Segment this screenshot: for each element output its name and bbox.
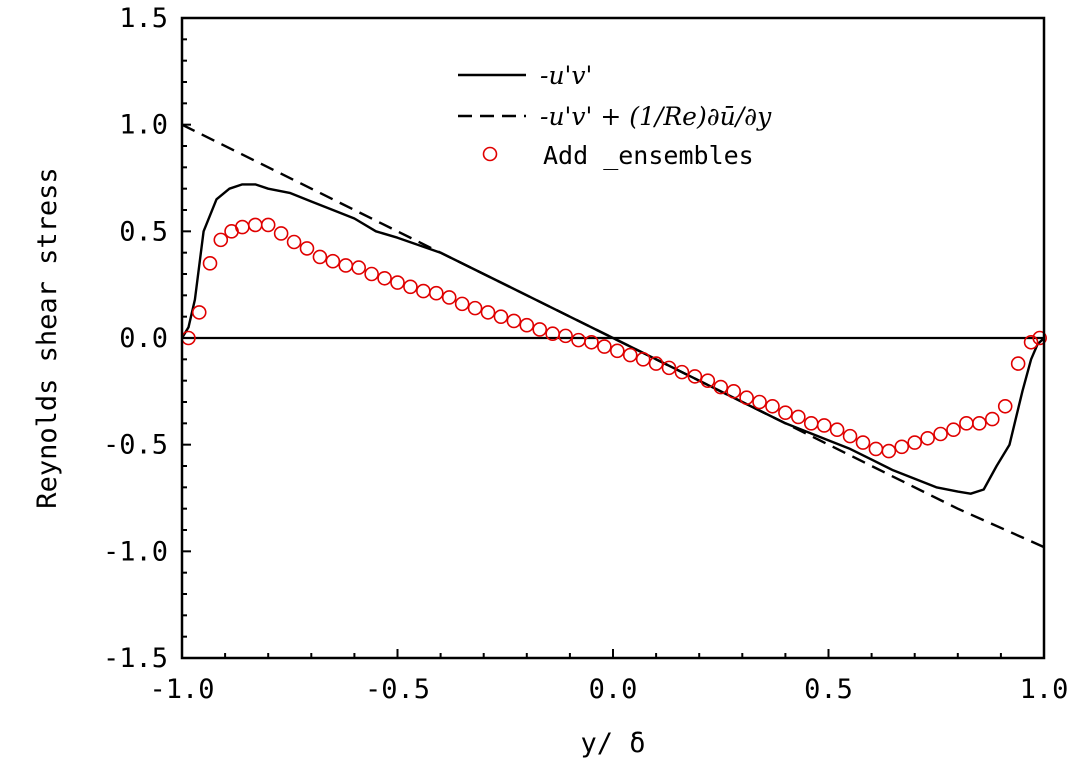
- data-point-marker: [571, 332, 586, 348]
- data-point-marker: [972, 416, 987, 431]
- data-point-marker: [907, 435, 923, 450]
- legend-label-dashed: -u'v' + (1/Re)∂ū/∂y: [540, 102, 772, 131]
- data-point-marker: [519, 317, 535, 333]
- data-point-marker: [338, 258, 354, 273]
- data-point-marker: [765, 398, 780, 414]
- data-point-marker: [674, 364, 690, 380]
- legend-label-dashed-text: -u'v' + (1/Re)∂ū/∂y: [540, 102, 772, 131]
- y-tick-label: 1.5: [119, 3, 168, 34]
- data-point-marker: [377, 270, 392, 286]
- legend-label-solid-text: -u'v': [540, 61, 592, 90]
- data-point-marker: [1023, 334, 1039, 350]
- data-point-marker: [946, 422, 961, 438]
- legend-swatch-markers: [482, 146, 498, 162]
- y-tick-label: 0.5: [119, 216, 168, 247]
- x-tick-label: 0.0: [589, 674, 638, 705]
- y-tick-label: 0.0: [119, 323, 168, 354]
- data-point-marker: [778, 405, 793, 420]
- data-point-marker: [739, 390, 754, 406]
- data-point-marker: [687, 369, 703, 384]
- data-point-marker: [454, 296, 470, 312]
- data-point-marker: [299, 241, 315, 256]
- data-point-marker: [868, 441, 884, 457]
- data-point-marker: [700, 373, 716, 388]
- data-point-marker: [558, 328, 573, 344]
- x-tick-label: 1.0: [1020, 674, 1069, 705]
- data-point-marker: [959, 416, 974, 431]
- data-point-marker: [428, 285, 444, 301]
- data-point-marker: [493, 309, 509, 324]
- data-point-marker: [894, 439, 910, 455]
- data-point-marker: [441, 290, 457, 305]
- data-point-marker: [726, 384, 741, 399]
- data-point-marker: [881, 443, 897, 459]
- data-point-marker: [752, 394, 767, 410]
- data-point-marker: [312, 249, 328, 265]
- data-point-marker: [260, 217, 276, 233]
- y-tick-label: -1.5: [103, 643, 168, 674]
- data-point-marker: [713, 379, 729, 395]
- y-tick-label: -0.5: [103, 430, 168, 461]
- data-point-marker: [791, 409, 806, 425]
- y-tick-label: -1.0: [103, 536, 168, 567]
- data-point-marker: [247, 217, 263, 233]
- x-tick-label: -1.0: [149, 674, 214, 705]
- data-point-marker: [480, 305, 496, 320]
- x-tick-label: 0.5: [804, 674, 853, 705]
- data-point-marker: [191, 305, 207, 320]
- x-axis-label: y/ δ: [580, 728, 645, 759]
- data-point-marker: [202, 256, 218, 271]
- data-point-marker: [803, 416, 819, 431]
- data-point-marker: [325, 253, 341, 269]
- data-point-marker: [416, 283, 431, 299]
- data-point-marker: [235, 219, 250, 235]
- data-point-marker: [648, 356, 664, 371]
- data-point-marker: [273, 226, 289, 241]
- data-point-marker: [855, 435, 871, 450]
- legend: -u'v' -u'v' + (1/Re)∂ū/∂y Add _ensembles: [458, 61, 772, 170]
- data-point-marker: [816, 418, 832, 433]
- series-line-solid: [180, 183, 1045, 495]
- data-point-marker: [661, 360, 677, 376]
- data-point-marker: [1010, 356, 1026, 371]
- data-point-marker: [364, 266, 379, 282]
- legend-label-markers: Add _ensembles: [543, 141, 754, 170]
- data-point-marker: [1032, 330, 1047, 346]
- data-point-marker: [286, 234, 302, 250]
- data-point-marker: [635, 352, 651, 367]
- data-point-marker: [584, 334, 599, 350]
- data-point-marker: [997, 398, 1013, 414]
- data-point-marker: [213, 232, 229, 248]
- x-tick-label: -0.5: [365, 674, 430, 705]
- data-point-marker: [622, 347, 638, 363]
- data-point-marker: [920, 430, 935, 446]
- series-line-dashed: [181, 123, 1045, 549]
- data-point-marker: [610, 343, 625, 359]
- data-point-marker: [351, 260, 367, 275]
- data-point-marker: [403, 279, 418, 295]
- data-point-marker: [532, 322, 548, 337]
- data-point-marker: [842, 428, 858, 444]
- legend-label-solid: -u'v': [540, 61, 592, 90]
- data-point-marker: [933, 426, 948, 442]
- data-point-marker: [467, 300, 483, 316]
- data-point-marker: [597, 339, 612, 354]
- data-point-marker: [506, 313, 522, 329]
- y-axis-label: Reynolds shear stress: [32, 167, 63, 508]
- y-tick-label: 1.0: [119, 110, 168, 141]
- data-point-marker: [829, 422, 845, 438]
- data-point-marker: [390, 275, 405, 290]
- data-point-marker: [984, 411, 1000, 427]
